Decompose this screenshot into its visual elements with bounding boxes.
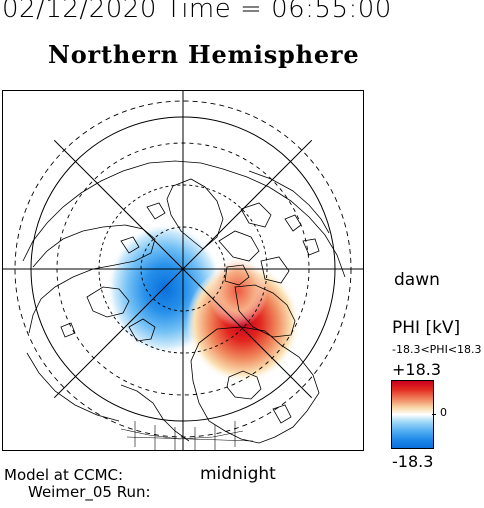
borders [120, 421, 254, 450]
coastlines [22, 160, 346, 444]
polar-map [2, 88, 364, 450]
polar-map-panel [2, 88, 364, 451]
colorbar-zero-tick [432, 414, 436, 415]
midnight-label: midnight [200, 464, 276, 484]
colorbar-min-label: -18.3 [392, 452, 434, 471]
colorbar-max-label: +18.3 [392, 360, 442, 379]
grid [2, 88, 364, 450]
plot-title: Northern Hemisphere [48, 40, 360, 69]
colorbar-title: PHI [kV] [392, 318, 461, 338]
colorbar-range: -18.3<PHI<18.3 [392, 343, 482, 356]
dawn-label: dawn [394, 270, 440, 290]
colorbar [391, 380, 434, 449]
model-label: Model at CCMC: [4, 466, 124, 484]
potential-field [107, 223, 300, 383]
date-time-header: 02/12/2020 Time = 06:55:00 [2, 0, 392, 24]
colorbar-mid-label: 0 [440, 406, 447, 419]
run-label: Weimer_05 Run: [28, 483, 151, 501]
